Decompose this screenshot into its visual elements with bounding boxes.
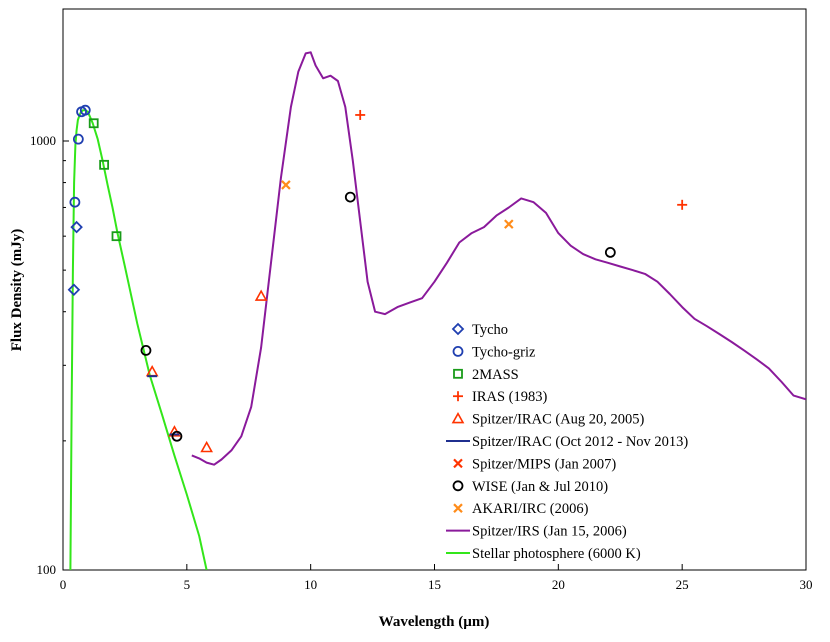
legend-item: Spitzer/IRAC (Aug 20, 2005): [451, 411, 645, 428]
series-lines: [69, 51, 806, 570]
legend-item: WISE (Jan & Jul 2010): [452, 479, 608, 495]
legend-item: 2MASS: [453, 367, 519, 383]
legend-label: Tycho: [472, 322, 508, 338]
series-7-point: [171, 430, 183, 442]
x-tick-label: 15: [428, 577, 441, 592]
y-tick-label: 1000: [30, 133, 56, 148]
legend-item: Tycho: [451, 322, 508, 338]
series-1-point: [79, 104, 91, 116]
legend-label: AKARI/IRC (2006): [472, 501, 589, 517]
legend-swatch: [453, 503, 463, 513]
series-10-line: [69, 109, 208, 570]
axis-ticks: 0 5 10 15 20 25 30 100 1000: [30, 133, 813, 592]
legend-swatch: [453, 458, 463, 469]
legend-swatch: [451, 411, 465, 424]
series-2-point: [99, 159, 110, 170]
series-9-line: [191, 51, 806, 466]
series-4-point: [200, 440, 214, 453]
legend-item: Tycho-griz: [452, 344, 536, 360]
legend-label: Spitzer/IRAC (Oct 2012 - Nov 2013): [472, 434, 688, 450]
plot-area: [62, 8, 807, 571]
legend-label: Tycho-griz: [472, 344, 536, 360]
x-tick-label: 10: [304, 577, 317, 592]
legend-label: IRAS (1983): [472, 389, 547, 405]
series-8-point: [504, 219, 514, 229]
x-tick-label: 20: [552, 577, 565, 592]
legend-item: IRAS (1983): [453, 389, 547, 405]
legend-label: Spitzer/IRAC (Aug 20, 2005): [472, 412, 645, 428]
legend: Tycho Tycho-griz 2MASS IRAS (1983) Spitzer/I…: [446, 322, 688, 562]
series-7-point: [344, 191, 356, 203]
series-markers: [67, 104, 688, 453]
series-3-point: [355, 109, 366, 120]
series-7-point: [604, 246, 616, 258]
series-0-point: [67, 283, 81, 297]
legend-item: Stellar photosphere (6000 K): [446, 546, 641, 562]
y-tick-label: 100: [37, 562, 57, 577]
series-8-point: [281, 180, 291, 190]
legend-item: Spitzer/MIPS (Jan 2007): [453, 456, 616, 472]
series-1-point: [72, 133, 84, 145]
series-7-point: [140, 345, 152, 356]
legend-swatch: [452, 480, 464, 492]
series-4-point: [254, 289, 268, 301]
legend-label: Stellar photosphere (6000 K): [472, 546, 641, 562]
legend-label: Spitzer/IRS (Jan 15, 2006): [472, 524, 627, 540]
legend-swatch: [451, 322, 465, 336]
legend-item: Spitzer/IRS (Jan 15, 2006): [446, 524, 627, 540]
legend-label: Spitzer/MIPS (Jan 2007): [472, 456, 616, 472]
series-2-point: [88, 118, 99, 129]
legend-swatch: [453, 368, 463, 379]
legend-swatch: [452, 345, 464, 357]
series-3-point: [677, 199, 688, 210]
series-1-point: [69, 196, 81, 208]
x-tick-label: 5: [184, 577, 191, 592]
x-tick-label: 30: [800, 577, 813, 592]
legend-swatch: [453, 391, 463, 402]
legend-label: WISE (Jan & Jul 2010): [472, 479, 608, 495]
legend-item: Spitzer/IRAC (Oct 2012 - Nov 2013): [446, 434, 688, 450]
x-tick-label: 25: [676, 577, 689, 592]
x-tick-label: 0: [60, 577, 67, 592]
series-2-point: [111, 231, 122, 242]
legend-item: AKARI/IRC (2006): [453, 501, 589, 517]
x-axis-title: Wavelength (µm): [379, 614, 490, 630]
series-0-point: [70, 220, 83, 234]
legend-label: 2MASS: [472, 367, 519, 383]
y-axis-title: Flux Density (mJy): [9, 229, 25, 352]
